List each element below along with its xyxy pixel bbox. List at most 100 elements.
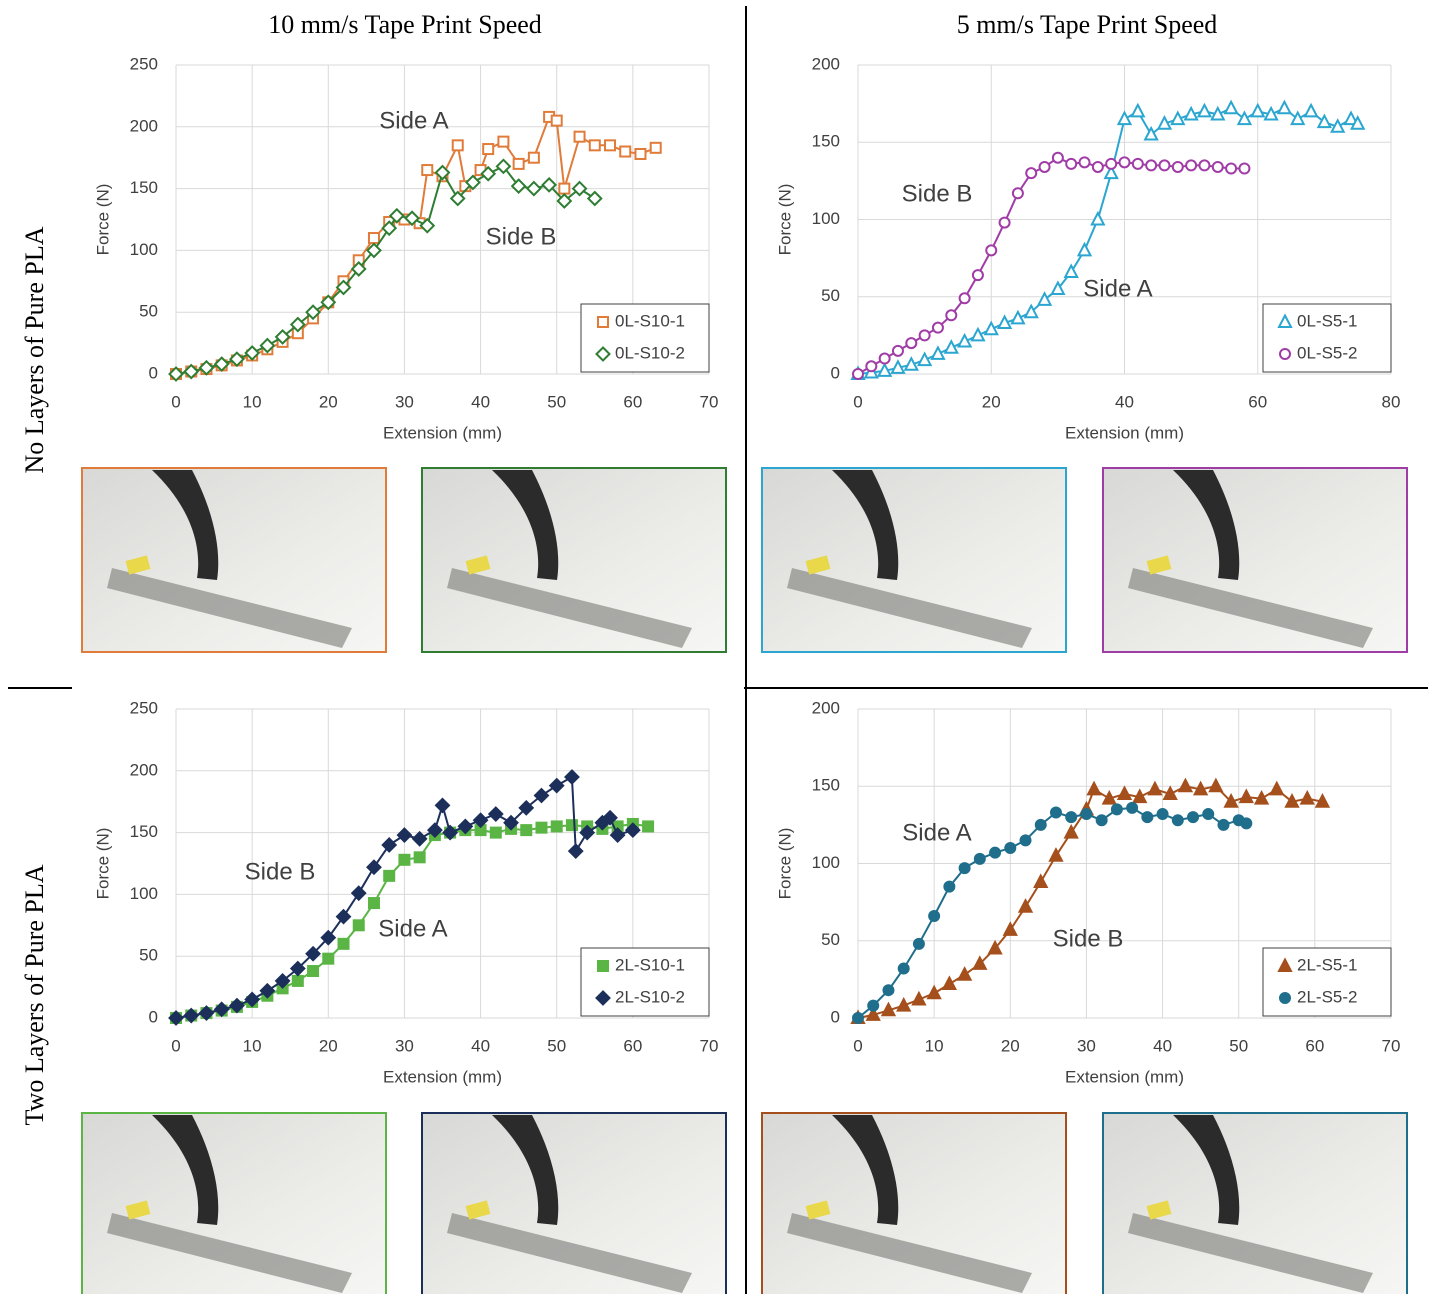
y-tick-label: 0 [831, 363, 840, 382]
marker [960, 293, 970, 303]
marker [1203, 809, 1213, 819]
marker [1005, 843, 1015, 853]
x-tick-label: 60 [1248, 392, 1267, 411]
photo-frame [422, 468, 726, 652]
photo-frame [1103, 468, 1407, 652]
marker [1081, 809, 1091, 819]
y-tick-label: 100 [130, 240, 158, 259]
marker [990, 848, 1000, 858]
x-tick-label: 20 [982, 392, 1001, 411]
marker [1239, 164, 1249, 174]
x-tick-label: 20 [1001, 1036, 1020, 1055]
x-tick-label: 20 [319, 392, 338, 411]
marker [1066, 812, 1076, 822]
y-tick-label: 50 [139, 946, 158, 965]
marker [453, 140, 463, 150]
x-tick-label: 30 [1077, 1036, 1096, 1055]
marker [651, 143, 661, 153]
legend-label: 0L-S5-1 [1297, 311, 1357, 330]
marker [960, 863, 970, 873]
marker [1000, 218, 1010, 228]
marker [1026, 168, 1036, 178]
y-tick-label: 200 [812, 54, 840, 73]
marker [1158, 809, 1168, 819]
marker [1051, 808, 1061, 818]
marker [552, 116, 562, 126]
legend-label: 2L-S10-1 [615, 955, 685, 974]
y-axis-title: Force (N) [775, 184, 794, 256]
marker [906, 338, 916, 348]
y-tick-label: 100 [812, 853, 840, 872]
marker [1173, 815, 1183, 825]
annotation: Side B [902, 180, 973, 207]
marker [552, 821, 562, 831]
legend-marker [1280, 349, 1290, 359]
marker [929, 911, 939, 921]
marker [643, 821, 653, 831]
marker [868, 1001, 878, 1011]
marker [1186, 160, 1196, 170]
marker [1213, 162, 1223, 172]
marker [399, 855, 409, 865]
annotation: Side A [378, 915, 447, 942]
marker [293, 976, 303, 986]
x-tick-label: 50 [547, 392, 566, 411]
marker [1040, 162, 1050, 172]
photo [82, 1113, 386, 1294]
marker [1188, 812, 1198, 822]
annotation: Side B [486, 223, 557, 250]
x-tick-label: 20 [319, 1036, 338, 1055]
marker [369, 898, 379, 908]
marker [536, 823, 546, 833]
marker [422, 165, 432, 175]
marker [491, 828, 501, 838]
marker [1106, 159, 1116, 169]
legend-label: 2L-S5-1 [1297, 955, 1357, 974]
y-tick-label: 200 [812, 698, 840, 717]
x-tick-label: 30 [395, 392, 414, 411]
photo [1103, 468, 1407, 652]
photo-frame [1103, 1113, 1407, 1294]
photo [762, 468, 1066, 652]
legend-label: 2L-S10-2 [615, 987, 685, 1006]
row-title: No Layers of Pure PLA [20, 226, 49, 473]
page: 10 mm/s Tape Print Speed 5 mm/s Tape Pri… [0, 0, 1430, 1294]
marker [323, 954, 333, 964]
x-tick-label: 60 [623, 1036, 642, 1055]
x-tick-label: 0 [171, 392, 180, 411]
y-tick-label: 150 [812, 132, 840, 151]
marker [590, 140, 600, 150]
marker [1066, 159, 1076, 169]
legend-marker [598, 317, 608, 327]
y-tick-label: 50 [821, 286, 840, 305]
marker [575, 132, 585, 142]
x-tick-label: 50 [547, 1036, 566, 1055]
x-axis-title: Extension (mm) [1065, 423, 1184, 442]
annotation: Side A [902, 819, 971, 846]
annotation: Side A [379, 107, 448, 134]
annotation: Side A [1083, 275, 1152, 302]
y-axis-title: Force (N) [775, 828, 794, 900]
marker [975, 854, 985, 864]
x-tick-label: 0 [171, 1036, 180, 1055]
marker [986, 245, 996, 255]
marker [1159, 160, 1169, 170]
legend-marker [1280, 993, 1290, 1003]
marker [866, 361, 876, 371]
legend-label: 0L-S10-1 [615, 311, 685, 330]
marker [415, 852, 425, 862]
marker [893, 346, 903, 356]
marker [1080, 157, 1090, 167]
y-tick-label: 0 [149, 1007, 158, 1026]
x-tick-label: 0 [853, 1036, 862, 1055]
y-tick-label: 0 [831, 1007, 840, 1026]
marker [914, 939, 924, 949]
marker [339, 939, 349, 949]
x-tick-label: 10 [243, 392, 262, 411]
marker [605, 140, 615, 150]
marker [483, 144, 493, 154]
marker [521, 825, 531, 835]
photo-frame [82, 1113, 386, 1294]
x-tick-label: 40 [1153, 1036, 1172, 1055]
x-tick-label: 70 [1382, 1036, 1401, 1055]
